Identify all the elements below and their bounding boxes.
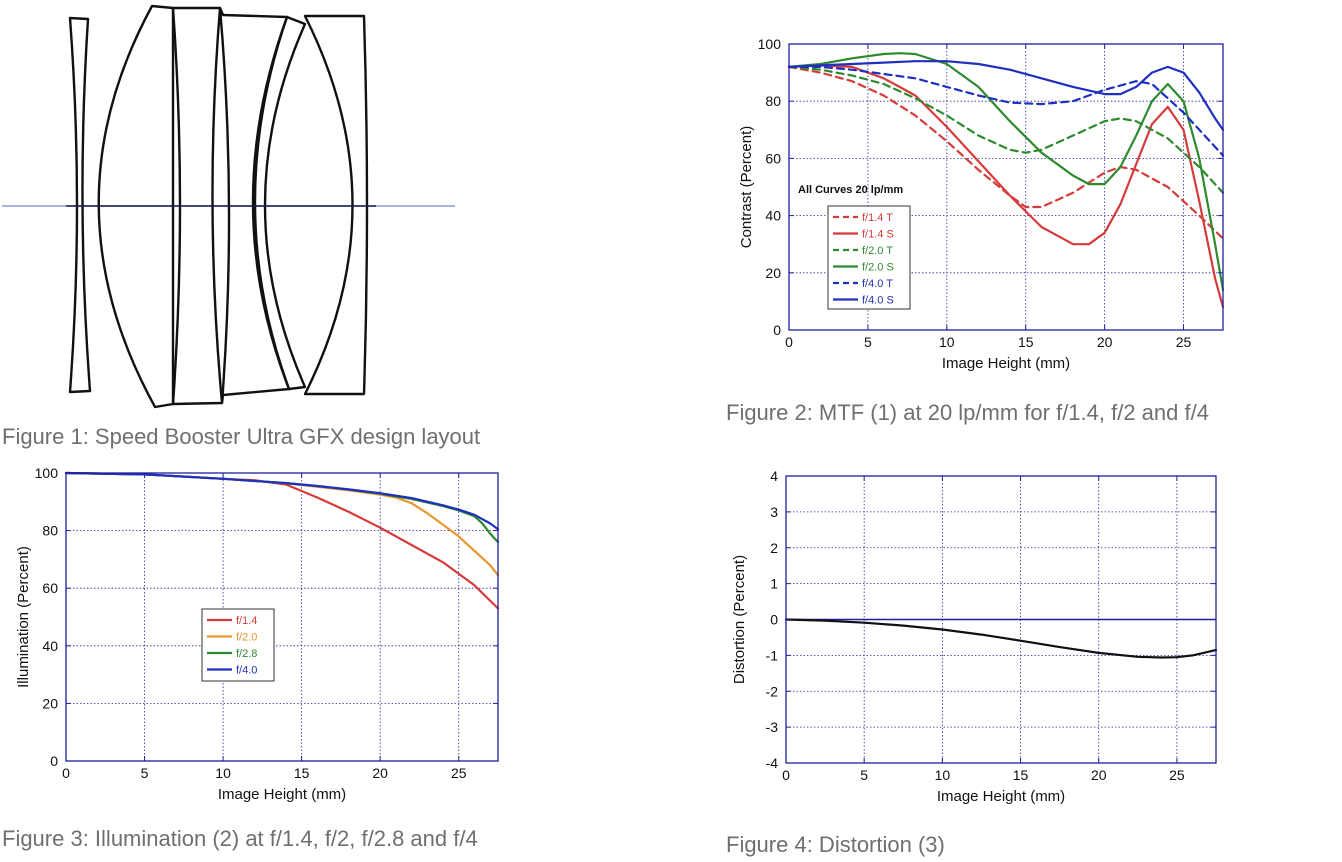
chart-annotation: All Curves 20 lp/mm	[798, 184, 903, 196]
x-tick-label: 25	[451, 765, 467, 781]
legend: f/1.4 T f/1.4 S f/2.0 T f/2.0 S f/4.0 T f/4.0…	[827, 205, 911, 310]
figure-2-caption: Figure 2: MTF (1) at 20 lp/mm for f/1.4,…	[726, 400, 1209, 425]
x-tick-label: 15	[1018, 334, 1034, 350]
series-line-f-2-0-t	[787, 65, 1225, 194]
plot-frame	[788, 43, 1224, 331]
y-tick-label: 3	[770, 504, 778, 520]
series-line-f-4-0-s	[787, 60, 1225, 131]
lens-element-1	[68, 16, 92, 394]
y-tick-label: 100	[758, 36, 782, 52]
y-tick-label: 20	[765, 265, 781, 281]
x-tick-label: 0	[785, 334, 793, 350]
x-tick-label: 0	[782, 767, 790, 783]
y-tick-label: 20	[42, 695, 58, 711]
y-tick-label: 4	[770, 468, 778, 484]
y-tick-label: 0	[50, 753, 58, 769]
figure-1-caption: Figure 1: Speed Booster Ultra GFX design…	[2, 424, 481, 449]
y-axis-label: Contrast (Percent)	[738, 126, 755, 249]
legend-label: f/2.0 T	[862, 245, 893, 257]
legend-label: f/2.0 S	[862, 262, 894, 274]
y-tick-label: 100	[35, 465, 59, 481]
x-tick-label: 20	[1091, 767, 1107, 783]
lens-element-5	[251, 15, 307, 391]
series-line	[784, 618, 1218, 659]
legend-label: f/4.0 T	[862, 278, 893, 290]
y-tick-label: -2	[766, 683, 779, 699]
y-tick-label: 2	[770, 540, 778, 556]
y-tick-label: 0	[773, 322, 781, 338]
legend-label: f/1.4	[236, 615, 257, 627]
lens-element-6	[303, 14, 369, 396]
series-line-f-1-4-t	[787, 65, 1225, 240]
legend-label: f/1.4 S	[862, 229, 894, 241]
x-tick-label: 10	[935, 767, 951, 783]
x-axis-label: Image Height (mm)	[942, 355, 1070, 372]
y-tick-label: 1	[770, 576, 778, 592]
y-tick-label: 60	[765, 150, 781, 166]
legend-label: f/2.0	[236, 632, 257, 644]
x-tick-label: 10	[215, 765, 231, 781]
legend-label: f/4.0	[236, 665, 257, 677]
y-tick-label: 80	[765, 93, 781, 109]
series-line-f-4-0-t	[787, 65, 1225, 157]
legend-box	[827, 205, 911, 310]
y-tick-label: 80	[42, 523, 58, 539]
y-tick-label: -4	[766, 755, 779, 771]
figure-4-caption: Figure 4: Distortion (3)	[726, 832, 945, 857]
y-axis-label: Distortion (Percent)	[731, 555, 748, 684]
x-axis-label: Image Height (mm)	[218, 786, 346, 803]
x-tick-label: 15	[1013, 767, 1029, 783]
legend: f/1.4 f/2.0 f/2.8 f/4.0	[201, 608, 275, 682]
x-tick-label: 5	[860, 767, 868, 783]
x-tick-label: 10	[939, 334, 955, 350]
y-tick-label: 40	[42, 638, 58, 654]
plot-frame	[65, 472, 499, 762]
x-tick-label: 5	[864, 334, 872, 350]
x-tick-label: 20	[372, 765, 388, 781]
y-tick-label: -3	[766, 719, 779, 735]
x-tick-label: 20	[1097, 334, 1113, 350]
lens-element-2	[97, 4, 175, 409]
series-line-f-4-0	[64, 471, 500, 531]
y-tick-label: -1	[766, 647, 779, 663]
x-tick-label: 25	[1176, 334, 1192, 350]
lens-layout-diagram	[2, 4, 455, 409]
x-tick-label: 5	[141, 765, 149, 781]
x-tick-label: 25	[1169, 767, 1185, 783]
figure-3-caption: Figure 3: Illumination (2) at f/1.4, f/2…	[2, 826, 478, 851]
y-tick-label: 60	[42, 580, 58, 596]
legend-label: f/1.4 T	[862, 212, 893, 224]
x-tick-label: 0	[62, 765, 70, 781]
series-line-f-1-4-s	[787, 64, 1225, 309]
y-tick-label: 40	[765, 208, 781, 224]
legend-label: f/4.0 S	[862, 295, 894, 307]
series-line-f-2-0-s	[787, 52, 1225, 292]
x-tick-label: 15	[294, 765, 310, 781]
y-axis-label: Illumination (Percent)	[15, 546, 32, 688]
x-axis-label: Image Height (mm)	[937, 788, 1065, 805]
legend-label: f/2.8	[236, 648, 257, 660]
y-tick-label: 0	[770, 612, 778, 628]
